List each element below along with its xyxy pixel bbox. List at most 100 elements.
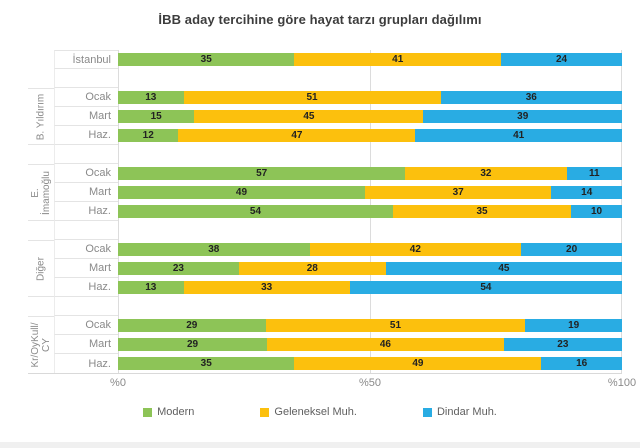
segment-geleneksel-muh: 46 bbox=[267, 338, 504, 351]
value-label: 14 bbox=[581, 187, 593, 198]
legend-label-geleneksel-muh: Geleneksel Muh. bbox=[274, 406, 357, 418]
bar-row: Ocak 29 51 19 bbox=[54, 316, 623, 335]
segment-modern: 23 bbox=[118, 262, 239, 275]
bar-row: Haz. 13 33 54 bbox=[54, 278, 622, 297]
segment-geleneksel-muh: 33 bbox=[183, 281, 350, 294]
x-axis: %0 %50 %100 bbox=[28, 374, 636, 392]
row-label: Mart bbox=[54, 259, 118, 278]
value-label: 35 bbox=[476, 206, 488, 217]
segment-dindar-muh: 36 bbox=[440, 91, 622, 104]
row-label: Haz. bbox=[54, 354, 118, 373]
value-label: 10 bbox=[590, 206, 603, 217]
segment-dindar-muh: 10 bbox=[571, 205, 622, 218]
value-label: 46 bbox=[379, 339, 391, 350]
x-tick-0: %0 bbox=[110, 377, 126, 389]
value-label: 47 bbox=[291, 130, 303, 141]
group-3: Diğer Ocak 38 42 20 Mart 23 28 45 Haz. 13 33 54 bbox=[28, 240, 622, 297]
group-rows: Ocak 29 51 19 Mart 29 46 23 Haz. 35 49 16 bbox=[54, 316, 623, 373]
segment-dindar-muh: 20 bbox=[521, 243, 622, 256]
segment-geleneksel-muh: 49 bbox=[294, 357, 542, 370]
bar-row: Ocak 38 42 20 bbox=[54, 240, 622, 259]
value-label: 57 bbox=[256, 168, 268, 179]
value-label: 41 bbox=[513, 130, 525, 141]
value-label: 23 bbox=[172, 263, 184, 274]
segment-modern: 35 bbox=[118, 357, 295, 370]
spacer-track bbox=[118, 300, 622, 313]
bottom-edge bbox=[0, 442, 640, 448]
group-label-cell: Diğer bbox=[28, 240, 54, 297]
row-label: Mart bbox=[54, 107, 118, 126]
value-label: 12 bbox=[142, 130, 154, 141]
segment-modern: 29 bbox=[118, 338, 268, 351]
spacer-row bbox=[28, 221, 622, 240]
value-label: 45 bbox=[303, 111, 315, 122]
segment-dindar-muh: 54 bbox=[349, 281, 622, 294]
value-label: 51 bbox=[306, 92, 318, 103]
bar-track: 13 51 36 bbox=[118, 91, 622, 104]
bar-row: İstanbul 35 41 24 bbox=[54, 50, 622, 69]
bar-row: Mart 29 46 23 bbox=[54, 335, 622, 354]
x-tick-100: %100 bbox=[607, 377, 637, 389]
spacer-track bbox=[118, 224, 622, 237]
spacer-track bbox=[118, 72, 622, 85]
spacer-row bbox=[28, 297, 622, 316]
value-label: 35 bbox=[200, 358, 212, 369]
bar-row: Haz. 54 35 10 bbox=[54, 202, 622, 221]
value-label: 41 bbox=[392, 54, 404, 65]
value-label: 32 bbox=[480, 168, 492, 179]
bar-track: 12 47 41 bbox=[118, 129, 622, 142]
segment-dindar-muh: 45 bbox=[385, 262, 622, 275]
row-label: Ocak bbox=[54, 164, 118, 183]
segment-dindar-muh: 23 bbox=[503, 338, 622, 351]
chart-title: İBB aday tercihine göre hayat tarzı grup… bbox=[158, 12, 482, 27]
segment-modern: 13 bbox=[118, 281, 184, 294]
value-label: 36 bbox=[525, 92, 537, 103]
value-label: 42 bbox=[409, 244, 421, 255]
bar-track: 35 49 16 bbox=[118, 357, 622, 370]
bar-row: Ocak 57 32 11 bbox=[54, 164, 622, 183]
segment-modern: 12 bbox=[118, 129, 179, 142]
bar-row: Haz. 35 49 16 bbox=[54, 354, 622, 373]
group-label: E. İmamoğlu bbox=[30, 170, 52, 215]
segment-dindar-muh: 14 bbox=[551, 186, 622, 199]
row-label: Haz. bbox=[54, 278, 118, 297]
row-label: Mart bbox=[54, 335, 118, 354]
bar-track: 13 33 54 bbox=[118, 281, 622, 294]
spacer-label-cell bbox=[54, 297, 118, 316]
spacer-row bbox=[28, 69, 622, 88]
segment-modern: 13 bbox=[118, 91, 184, 104]
bar-row: Haz. 12 47 41 bbox=[54, 126, 622, 145]
value-label: 54 bbox=[249, 206, 262, 217]
group-rows: Ocak 38 42 20 Mart 23 28 45 Haz. 13 33 54 bbox=[54, 240, 622, 297]
segment-dindar-muh: 19 bbox=[525, 319, 623, 332]
segment-modern: 54 bbox=[118, 205, 393, 218]
bar-track: 35 41 24 bbox=[118, 53, 622, 66]
value-label: 15 bbox=[150, 111, 162, 122]
segment-dindar-muh: 11 bbox=[566, 167, 622, 180]
group-label-cell bbox=[28, 50, 54, 69]
value-label: 13 bbox=[145, 282, 157, 293]
group-0: İstanbul 35 41 24 bbox=[28, 50, 622, 69]
legend-item-geleneksel-muh: Geleneksel Muh. bbox=[260, 406, 357, 418]
value-label: 33 bbox=[261, 282, 273, 293]
group-1: B. Yıldırım Ocak 13 51 36 Mart 15 45 39 Haz. 12 47 4… bbox=[28, 88, 622, 145]
bar-track: 57 32 11 bbox=[118, 167, 622, 180]
bar-track: 15 45 39 bbox=[118, 110, 622, 123]
group-rows: Ocak 57 32 11 Mart 49 37 14 Haz. 54 35 10 bbox=[54, 164, 622, 221]
value-label: 11 bbox=[588, 168, 600, 179]
plot-area: İstanbul 35 41 24 B. Yıldırım Ocak 13 51 36 Mart 1… bbox=[28, 50, 623, 374]
group-label-cell: B. Yıldırım bbox=[28, 88, 54, 145]
value-label: 29 bbox=[186, 320, 198, 331]
bar-row: Mart 49 37 14 bbox=[54, 183, 622, 202]
value-label: 29 bbox=[187, 339, 199, 350]
segment-modern: 15 bbox=[118, 110, 195, 123]
bar-row: Ocak 13 51 36 bbox=[54, 88, 622, 107]
x-tick-50: %50 bbox=[358, 377, 382, 389]
bar-track: 23 28 45 bbox=[118, 262, 622, 275]
spacer-row bbox=[28, 145, 622, 164]
value-label: 19 bbox=[568, 320, 580, 331]
segment-modern: 29 bbox=[118, 319, 266, 332]
segment-geleneksel-muh: 45 bbox=[194, 110, 424, 123]
row-label: Haz. bbox=[54, 126, 118, 145]
